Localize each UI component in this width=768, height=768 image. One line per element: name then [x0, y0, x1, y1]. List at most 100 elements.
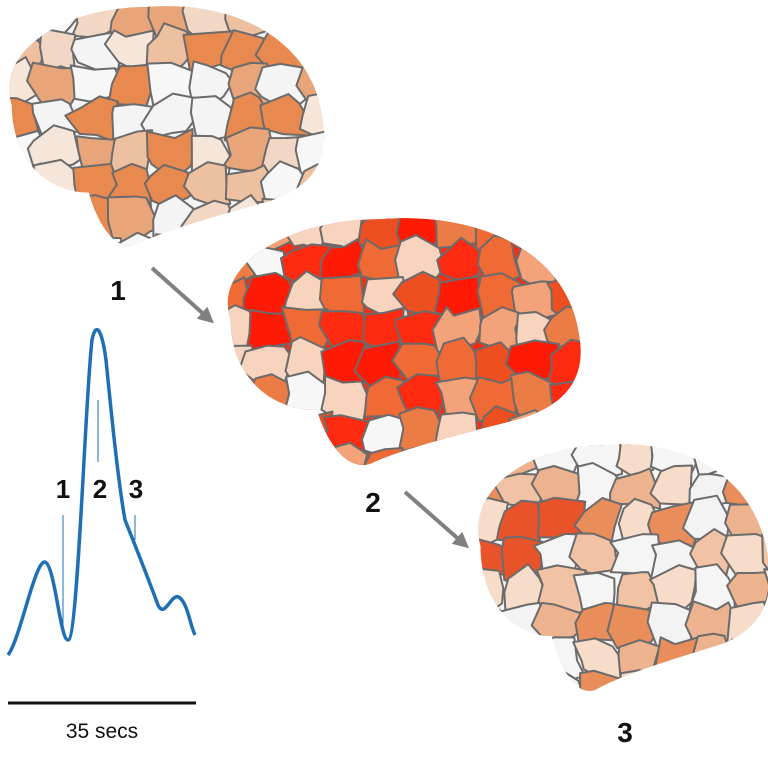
- parcel: [422, 601, 473, 652]
- parcel: [431, 306, 483, 354]
- parcel: [432, 176, 485, 215]
- parcel: [218, 0, 268, 4]
- parcel: [169, 307, 219, 350]
- parcel: [27, 229, 77, 246]
- parcel: [724, 397, 768, 442]
- parcel: [318, 274, 365, 321]
- arrow: [150, 266, 214, 324]
- parcel: [688, 671, 737, 691]
- parcel: [690, 444, 733, 479]
- parcel: [586, 340, 635, 388]
- parcel: [182, 161, 232, 206]
- parcel: [419, 637, 474, 679]
- parcel: [549, 218, 581, 253]
- parcel: [0, 268, 4, 311]
- parcel: [146, 233, 191, 246]
- arrow: [403, 490, 470, 549]
- parcel: [9, 6, 50, 8]
- parcel: [586, 377, 632, 425]
- brain-label: 3: [617, 717, 633, 748]
- brain-label: 1: [110, 275, 126, 306]
- parcel: [167, 243, 221, 289]
- parcel: [183, 261, 230, 314]
- parcel: [512, 172, 565, 214]
- parcel: [0, 62, 8, 108]
- parcel: [34, 6, 79, 11]
- parcel: [763, 444, 768, 477]
- parcel: [586, 310, 635, 356]
- parcel: [547, 167, 602, 215]
- parcel: [762, 599, 768, 652]
- parcel: [0, 93, 3, 139]
- parcel: [164, 448, 219, 491]
- parcel: [9, 6, 40, 41]
- parcel: [478, 668, 512, 691]
- parcel: [164, 485, 210, 522]
- parcel: [652, 636, 700, 687]
- parcel: [64, 236, 123, 246]
- parcel: [337, 92, 391, 143]
- time-course: [6, 327, 197, 657]
- parcel: [337, 62, 379, 105]
- brain-label: 2: [365, 487, 381, 518]
- parcel: [74, 6, 118, 8]
- parcel: [684, 703, 733, 754]
- parcel: [284, 438, 331, 465]
- parcel: [321, 176, 369, 216]
- parcel: [255, 6, 309, 7]
- parcel: [459, 707, 505, 748]
- parcel: [432, 411, 479, 462]
- parcel: [9, 159, 12, 205]
- parcel: [301, 6, 325, 46]
- brain-surface: [418, 397, 768, 754]
- parcel: [478, 567, 505, 620]
- parcel: [546, 245, 581, 286]
- parcel: [592, 273, 634, 320]
- parcel: [549, 380, 581, 419]
- parcel: [430, 443, 488, 465]
- parcel: [533, 699, 587, 750]
- parcel: [298, 92, 325, 144]
- parcel: [509, 218, 566, 256]
- parcel: [761, 529, 768, 586]
- parcel: [244, 481, 296, 524]
- parcel: [106, 195, 161, 246]
- parcel: [9, 192, 45, 246]
- parcel: [436, 236, 482, 283]
- parcel: [9, 162, 43, 212]
- parcel: [503, 664, 545, 691]
- parcel: [478, 444, 510, 475]
- parcel: [478, 600, 507, 652]
- parcel: [320, 441, 369, 465]
- parcel: [293, 27, 325, 70]
- parcel: [143, 163, 196, 208]
- parcel: [508, 409, 559, 457]
- parcel: [615, 444, 657, 477]
- parcel: [722, 665, 768, 691]
- parcel: [726, 600, 768, 649]
- parcel: [725, 444, 768, 478]
- parcel: [36, 261, 80, 312]
- parcel: [692, 402, 738, 439]
- parcel: [725, 707, 768, 750]
- parcel: [243, 373, 293, 423]
- parcel: [336, 29, 385, 74]
- parcel: [418, 473, 474, 511]
- parcel: [422, 567, 476, 614]
- parcel: [0, 0, 1, 8]
- parcel: [9, 31, 11, 73]
- parcel: [106, 6, 163, 7]
- parcel: [227, 441, 254, 465]
- parcel: [140, 92, 201, 140]
- parcel: [689, 632, 734, 684]
- parcel: [322, 483, 367, 523]
- parcel: [439, 477, 482, 523]
- parcel: [171, 346, 219, 389]
- parcel: [242, 438, 296, 465]
- parcel: [104, 231, 162, 246]
- parcel: [296, 163, 325, 212]
- parcel: [586, 210, 636, 252]
- parcel: [295, 64, 325, 103]
- parcel: [336, 0, 387, 32]
- marker-label: 3: [129, 474, 143, 504]
